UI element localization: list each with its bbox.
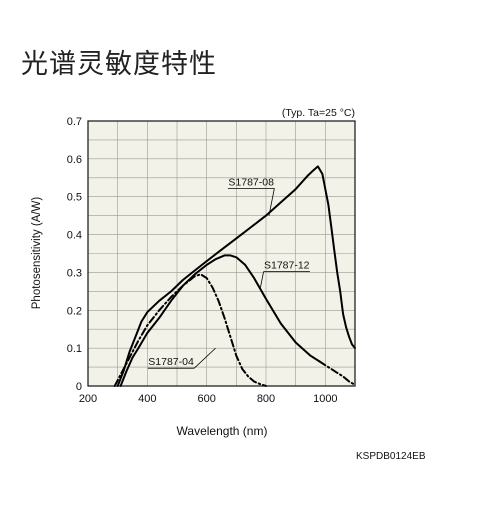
x-tick-label: 400 (138, 393, 156, 405)
y-tick-label: 0.6 (67, 154, 82, 166)
x-tick-label: 1000 (313, 393, 337, 405)
y-axis-label: Photosensitivity (A/W) (31, 197, 43, 310)
y-tick-label: 0.2 (67, 305, 82, 317)
y-tick-label: 0.3 (67, 267, 82, 279)
series-callouts: S1787-08 S1787-12 S1787-04 (147, 176, 310, 369)
x-axis-label: Wavelength (nm) (177, 424, 268, 438)
x-tick-label: 800 (257, 393, 275, 405)
y-tick-label: 0.4 (67, 230, 82, 242)
page-title: 光谱灵敏度特性 (21, 49, 217, 80)
series-lines (113, 165, 356, 387)
series-label: S1787-12 (264, 260, 310, 272)
series-line-s1787-12 (119, 254, 321, 387)
series-label: S1787-08 (228, 176, 274, 188)
x-tick-label: 600 (197, 393, 215, 405)
y-tick-labels: 0 0.1 0.2 0.3 0.4 0.5 0.6 0.7 (67, 116, 82, 393)
y-tick-label: 0 (76, 381, 82, 393)
series-line-s1787-08 (116, 165, 356, 387)
series-label: S1787-04 (148, 356, 194, 368)
x-tick-label: 200 (79, 393, 97, 405)
x-tick-labels: 200 400 600 800 1000 (79, 393, 338, 405)
series-line-tail-3 (318, 360, 356, 386)
document-code: KSPDB0124EB (356, 451, 426, 462)
series-label-leader (193, 347, 216, 369)
y-tick-label: 0.1 (67, 343, 82, 355)
chart-annotation: (Typ. Ta=25 °C) (282, 107, 355, 119)
plot-frame (87, 120, 356, 387)
y-tick-label: 0.5 (67, 192, 82, 204)
series-label-leader (268, 188, 275, 216)
y-tick-label: 0.7 (67, 116, 82, 128)
series-line-s1787-04 (113, 273, 267, 387)
series-label-leader (259, 271, 264, 290)
